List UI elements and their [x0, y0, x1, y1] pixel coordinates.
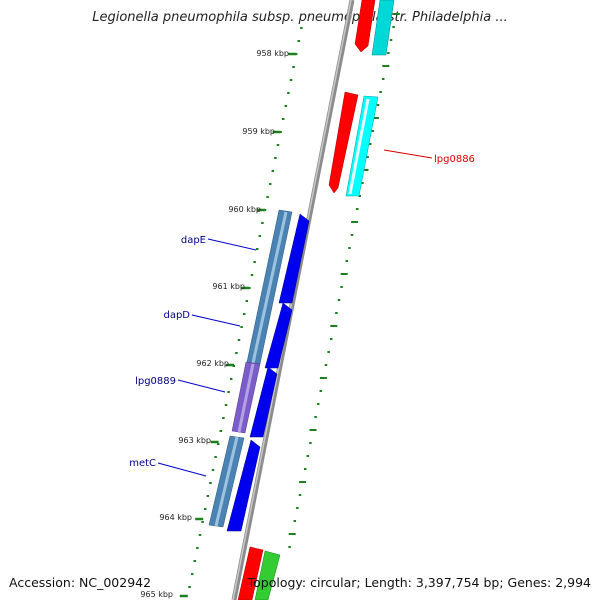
- leader-dapd: [191, 314, 241, 327]
- tick-label: 961 kbp: [212, 282, 245, 291]
- orf-shine: [348, 98, 370, 195]
- leader-dape: [207, 238, 257, 251]
- cds-reverse-lpg0889: [249, 366, 278, 438]
- map-title: Legionella pneumophila subsp. pneumophil…: [92, 10, 508, 25]
- leader-lpg0889: [177, 379, 226, 393]
- cds-reverse-dape: [278, 213, 310, 304]
- tick-label: 959 kbp: [242, 127, 275, 136]
- gene-label-metc[interactable]: metC: [129, 458, 156, 469]
- topology-summary: Topology: circular; Length: 3,397,754 bp…: [247, 575, 591, 590]
- genome-backbone: [231, 0, 355, 600]
- orf-forward-top: [371, 0, 395, 56]
- orf-shine: [237, 363, 255, 433]
- gene-label-lpg0889[interactable]: lpg0889: [135, 376, 176, 387]
- accession-text: Accession: NC_002942: [9, 575, 152, 590]
- gene-label-lpg0886[interactable]: lpg0886: [434, 154, 475, 165]
- cds-reverse-dapd: [264, 302, 293, 369]
- tick-label: 965 kbp: [140, 590, 173, 599]
- orf-shine: [251, 211, 288, 364]
- gene-label-dape[interactable]: dapE: [181, 235, 206, 246]
- cds-reverse-metc: [226, 439, 261, 532]
- tick-marks: [179, 52, 297, 598]
- tick-label: 964 kbp: [159, 513, 192, 522]
- leader-lpg0886: [383, 149, 433, 159]
- other-feature-bottom: [254, 550, 281, 600]
- tick-label: 958 kbp: [256, 49, 289, 58]
- orf-shine: [214, 436, 239, 527]
- cds-forward-bottom: [237, 546, 264, 600]
- cds-forward-top: [354, 0, 376, 53]
- tick-label: 960 kbp: [228, 205, 261, 214]
- gene-label-dapd[interactable]: dapD: [163, 310, 190, 321]
- cds-forward-lpg0886: [328, 91, 359, 194]
- leader-metc: [157, 462, 207, 477]
- tick-label: 962 kbp: [196, 359, 229, 368]
- dotted-ruler: [188, 13, 400, 588]
- tick-label: 963 kbp: [178, 436, 211, 445]
